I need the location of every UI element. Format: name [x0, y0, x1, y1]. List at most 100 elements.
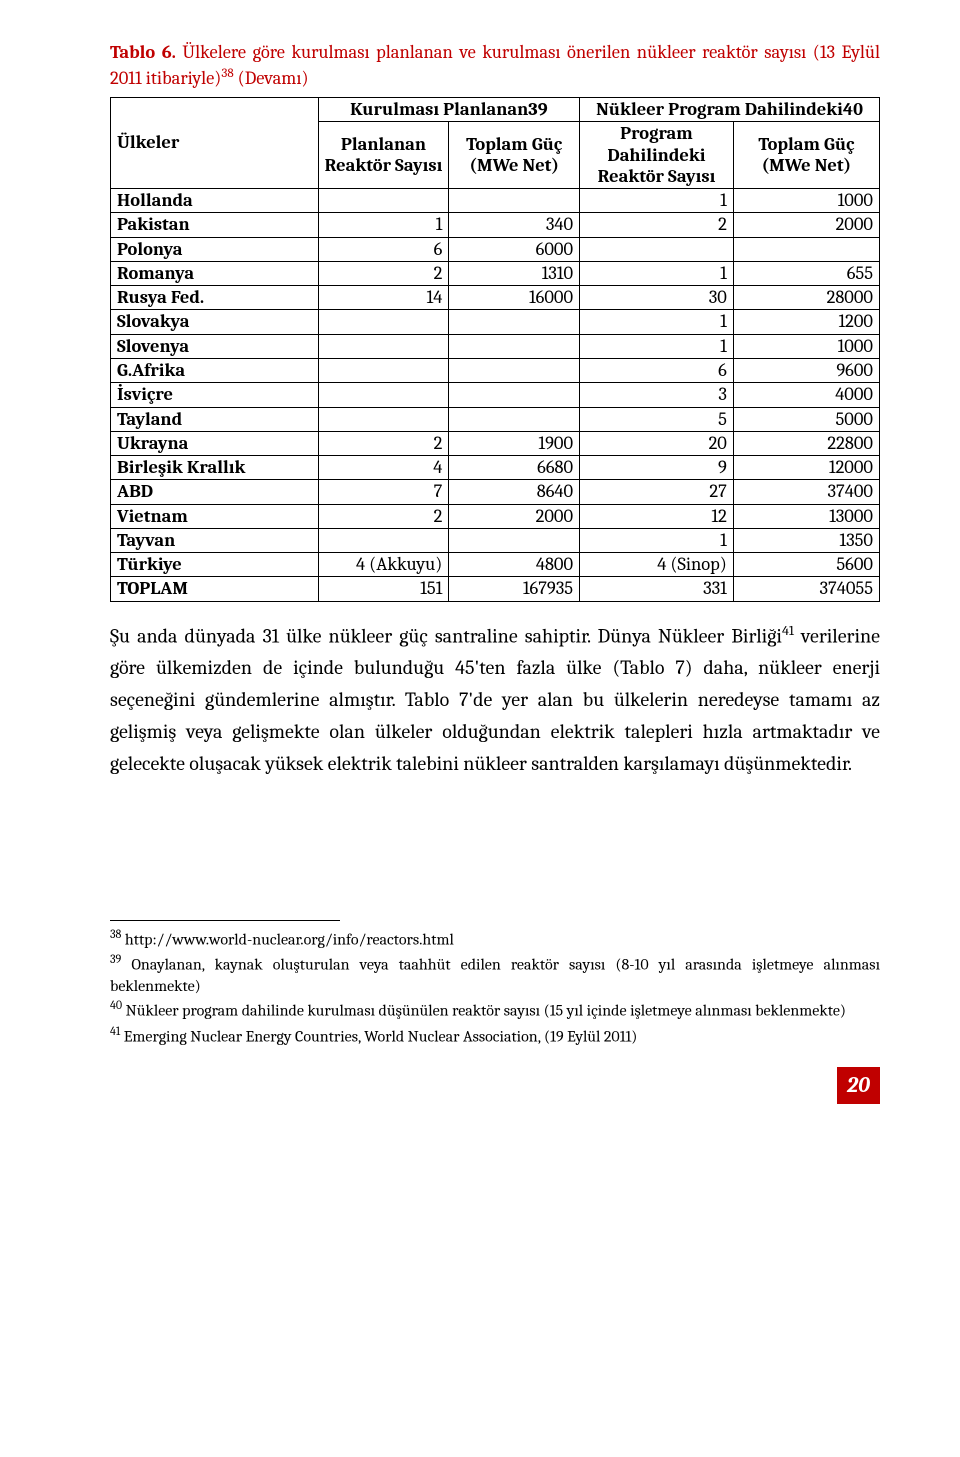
table-row: Rusya Fed.14160003028000 [111, 286, 880, 310]
cell-value: 331 [580, 577, 734, 601]
footnote-separator [110, 920, 340, 921]
cell-value: 6 [318, 237, 449, 261]
cell-value: 2 [580, 213, 734, 237]
cell-value: 3 [580, 383, 734, 407]
cell-country: Türkiye [111, 553, 319, 577]
cell-country: Romanya [111, 261, 319, 285]
cell-value: 374055 [733, 577, 879, 601]
table-row: Tayland55000 [111, 407, 880, 431]
cell-value: 1000 [733, 334, 879, 358]
cell-value: 1350 [733, 528, 879, 552]
table-row: Tayvan11350 [111, 528, 880, 552]
cell-country: ABD [111, 480, 319, 504]
cell-value: 2 [318, 431, 449, 455]
footnote-39: 39 Onaylanan, kaynak oluşturulan veya ta… [110, 952, 880, 996]
header-countries: Ülkeler [111, 98, 319, 189]
cell-value: 1 [580, 189, 734, 213]
header-prog-n: Program Dahilindeki Reaktör Sayısı [580, 122, 734, 189]
cell-country: Birleşik Krallık [111, 456, 319, 480]
cell-value [318, 359, 449, 383]
body-text-1: Şu anda dünyada 31 ülke nükleer güç sant… [110, 624, 782, 647]
cell-value [580, 237, 734, 261]
cell-value: 1 [580, 528, 734, 552]
cell-country: Ukrayna [111, 431, 319, 455]
cell-value: 30 [580, 286, 734, 310]
cell-country: Slovakya [111, 310, 319, 334]
table-title-lead: Tablo 6. [110, 41, 176, 63]
header-plan-mw: Toplam Güç (MWe Net) [449, 122, 580, 189]
table-row: Birleşik Krallık46680912000 [111, 456, 880, 480]
cell-value: 4 [318, 456, 449, 480]
table-row: İsviçre34000 [111, 383, 880, 407]
cell-value [318, 528, 449, 552]
cell-value: 12 [580, 504, 734, 528]
cell-value: 5000 [733, 407, 879, 431]
cell-value: 28000 [733, 286, 879, 310]
cell-value: 1 [580, 261, 734, 285]
cell-value: 655 [733, 261, 879, 285]
cell-value: 2000 [449, 504, 580, 528]
cell-value: 6 [580, 359, 734, 383]
cell-value: 2 [318, 261, 449, 285]
header-plan-n: Planlanan Reaktör Sayısı [318, 122, 449, 189]
cell-value [318, 189, 449, 213]
cell-value: 8640 [449, 480, 580, 504]
cell-value: 20 [580, 431, 734, 455]
table-title-sup: 38 [221, 66, 233, 81]
header-prog-mw: Toplam Güç (MWe Net) [733, 122, 879, 189]
cell-value [318, 383, 449, 407]
cell-value: 2 [318, 504, 449, 528]
cell-value: 37400 [733, 480, 879, 504]
cell-value: 9600 [733, 359, 879, 383]
cell-value: 4 (Akkuyu) [318, 553, 449, 577]
cell-value [318, 334, 449, 358]
cell-value: 1 [580, 334, 734, 358]
footnote-41: 41 Emerging Nuclear Energy Countries, Wo… [110, 1024, 880, 1047]
cell-country: Rusya Fed. [111, 286, 319, 310]
table-row: Vietnam220001213000 [111, 504, 880, 528]
table-row: Ukrayna219002022800 [111, 431, 880, 455]
cell-value: 1 [580, 310, 734, 334]
cell-value: 4800 [449, 553, 580, 577]
table-row: Slovenya11000 [111, 334, 880, 358]
cell-country: TOPLAM [111, 577, 319, 601]
page-number: 20 [837, 1067, 880, 1105]
table-title-tail: (Devamı) [234, 67, 309, 89]
cell-value: 167935 [449, 577, 580, 601]
table-row: Romanya213101655 [111, 261, 880, 285]
body-paragraph: Şu anda dünyada 31 ülke nükleer güç sant… [110, 620, 880, 781]
table-row: Pakistan134022000 [111, 213, 880, 237]
table-row: TOPLAM151167935331374055 [111, 577, 880, 601]
table-row: ABD786402737400 [111, 480, 880, 504]
cell-value [449, 383, 580, 407]
table-row: G.Afrika 69600 [111, 359, 880, 383]
cell-value [449, 334, 580, 358]
cell-value: 1310 [449, 261, 580, 285]
cell-value: 4 (Sinop) [580, 553, 734, 577]
cell-country: Polonya [111, 237, 319, 261]
cell-value: 5 [580, 407, 734, 431]
cell-value: 340 [449, 213, 580, 237]
footnote-40: 40 Nükleer program dahilinde kurulması d… [110, 998, 880, 1021]
table-title: Tablo 6. Ülkelere göre kurulması planlan… [110, 40, 880, 91]
cell-value: 1200 [733, 310, 879, 334]
cell-value: 6680 [449, 456, 580, 480]
cell-value: 5600 [733, 553, 879, 577]
table-row: Polonya66000 [111, 237, 880, 261]
cell-country: G.Afrika [111, 359, 319, 383]
body-sup: 41 [782, 622, 794, 639]
cell-value: 22800 [733, 431, 879, 455]
cell-country: İsviçre [111, 383, 319, 407]
cell-country: Pakistan [111, 213, 319, 237]
cell-value: 16000 [449, 286, 580, 310]
table-row: Türkiye4 (Akkuyu)48004 (Sinop)5600 [111, 553, 880, 577]
cell-value: 1000 [733, 189, 879, 213]
footnotes: 38 http://www.world-nuclear.org/info/rea… [110, 927, 880, 1046]
table-row: Slovakya 11200 [111, 310, 880, 334]
cell-value [449, 310, 580, 334]
nuclear-reactors-table: Ülkeler Kurulması Planlanan39 Nükleer Pr… [110, 97, 880, 602]
cell-value [449, 407, 580, 431]
header-planned: Kurulması Planlanan39 [318, 98, 579, 122]
cell-value [318, 310, 449, 334]
cell-value: 12000 [733, 456, 879, 480]
